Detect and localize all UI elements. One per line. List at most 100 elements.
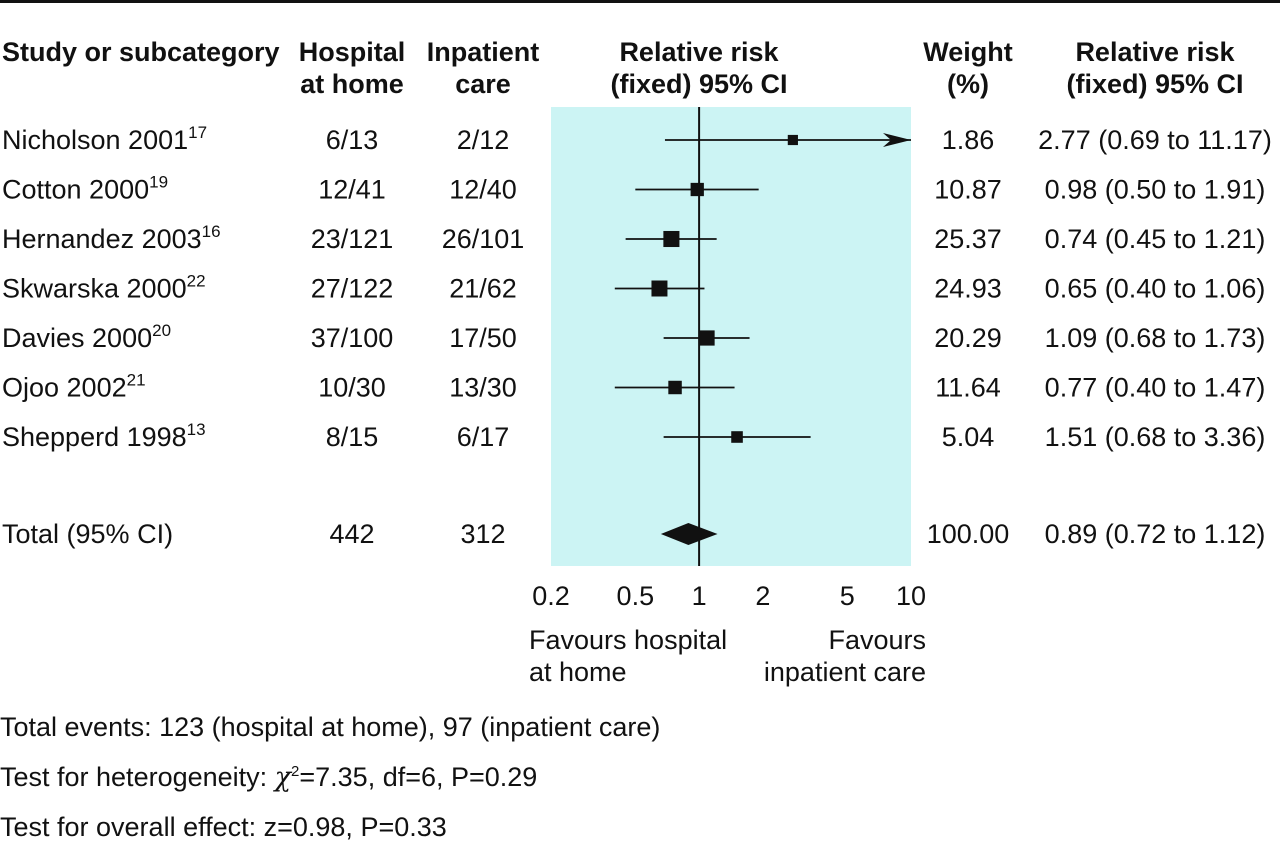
weight-value: 24.93 [934, 274, 1002, 304]
total-label: Total (95% CI) [2, 519, 173, 549]
inpatient-care-events: 13/30 [449, 373, 517, 403]
study-row: Cotton 200019 12/41 12/40 10.87 0.98 (0.50 t… [2, 173, 1265, 205]
weight-value: 1.86 [942, 125, 995, 155]
header-relative-risk-plot-line2: (fixed) 95% CI [610, 69, 787, 99]
study-name-text: Hernandez 2003 [2, 224, 202, 254]
heterogeneity-test-text: Test for heterogeneity: χ2=7.35, df=6, P… [0, 762, 537, 793]
total-events-text: Total events: 123 (hospital at home), 97… [0, 712, 661, 742]
study-row: Shepperd 199813 8/15 6/17 5.04 1.51 (0.68 to… [2, 420, 1265, 452]
total-relative-risk-ci-text: 0.89 (0.72 to 1.12) [1045, 519, 1266, 549]
point-estimate-square [668, 380, 682, 395]
x-tick-label: 0.2 [532, 581, 570, 611]
study-name-text: Cotton 2000 [2, 175, 149, 205]
inpatient-care-events: 26/101 [442, 224, 525, 254]
study-reference-superscript: 22 [187, 272, 206, 291]
study-name-text: Skwarska 2000 [2, 274, 187, 304]
relative-risk-ci-text: 1.09 (0.68 to 1.73) [1045, 323, 1266, 353]
header-inpatient-care-line1: Inpatient [427, 37, 540, 67]
hospital-at-home-events: 8/15 [326, 422, 379, 452]
header-hospital-at-home-line2: at home [300, 69, 404, 99]
favours-right-line2: inpatient care [764, 657, 926, 687]
study-reference-superscript: 19 [149, 173, 168, 192]
inpatient-care-events: 2/12 [457, 125, 510, 155]
header-weight-line2: (%) [947, 69, 989, 99]
weight-value: 10.87 [934, 175, 1002, 205]
heterogeneity-prefix: Test for heterogeneity: [0, 762, 275, 792]
chi-symbol: χ [274, 762, 292, 793]
study-name: Nicholson 200117 [2, 123, 207, 155]
relative-risk-ci-text: 0.65 (0.40 to 1.06) [1045, 274, 1266, 304]
hospital-at-home-events: 10/30 [318, 373, 386, 403]
hospital-at-home-events: 37/100 [311, 323, 394, 353]
relative-risk-ci-text: 1.51 (0.68 to 3.36) [1045, 422, 1266, 452]
relative-risk-ci-text: 0.74 (0.45 to 1.21) [1045, 224, 1266, 254]
header-relative-risk-ci-line1: Relative risk [1075, 37, 1235, 67]
study-name: Davies 200020 [2, 321, 171, 353]
favours-left-line1: Favours hospital [529, 625, 727, 655]
total-row: Total (95% CI) 442 312 100.00 0.89 (0.72 to … [2, 519, 1265, 549]
study-name-text: Davies 2000 [2, 323, 152, 353]
header-relative-risk-plot-line1: Relative risk [619, 37, 779, 67]
hospital-at-home-events: 27/122 [311, 274, 394, 304]
x-tick-label: 0.5 [617, 581, 655, 611]
study-row: Hernandez 200316 23/121 26/101 25.37 0.74 (0… [2, 222, 1265, 254]
study-name: Shepperd 199813 [2, 420, 206, 452]
point-estimate-square [731, 431, 743, 443]
pooled-estimate-diamond [660, 523, 718, 545]
study-name-text: Shepperd 1998 [2, 422, 187, 452]
overall-effect-text: Test for overall effect: z=0.98, P=0.33 [0, 812, 447, 842]
top-rule [0, 0, 1280, 3]
inpatient-care-events: 6/17 [457, 422, 510, 452]
point-estimate-square [651, 280, 668, 297]
relative-risk-ci-text: 2.77 (0.69 to 11.17) [1038, 125, 1272, 155]
header-study: Study or subcategory [2, 37, 280, 67]
x-axis: 0.2 0.5 1 2 5 10 [532, 581, 926, 611]
point-estimate-square [699, 330, 715, 346]
chi-superscript: 2 [291, 763, 300, 780]
header-relative-risk-ci-line2: (fixed) 95% CI [1066, 69, 1243, 99]
study-name: Skwarska 200022 [2, 272, 206, 304]
study-rows: Nicholson 200117 6/13 2/12 1.86 2.77 (0.69 t… [2, 107, 1272, 566]
point-estimate-square [663, 230, 680, 248]
study-row: Skwarska 200022 27/122 21/62 24.93 0.65 (0.4… [2, 272, 1265, 304]
favours-right-line1: Favours [828, 625, 926, 655]
inpatient-care-events: 21/62 [449, 274, 517, 304]
study-reference-superscript: 17 [188, 123, 207, 142]
heterogeneity-values: =7.35, df=6, P=0.29 [299, 762, 538, 792]
study-row: Ojoo 200221 10/30 13/30 11.64 0.77 (0.40 to … [2, 371, 1265, 403]
x-tick-label: 5 [840, 581, 855, 611]
total-inpatient-care: 312 [460, 519, 505, 549]
favours-left-line2: at home [529, 657, 627, 687]
weight-value: 11.64 [935, 373, 1001, 403]
relative-risk-ci-text: 0.77 (0.40 to 1.47) [1045, 373, 1266, 403]
x-tick-label: 10 [896, 581, 926, 611]
header-inpatient-care-line2: care [455, 69, 511, 99]
study-reference-superscript: 20 [152, 321, 171, 340]
study-name-text: Ojoo 2002 [2, 373, 127, 403]
study-row: Nicholson 200117 6/13 2/12 1.86 2.77 (0.69 t… [2, 123, 1272, 155]
study-reference-superscript: 21 [127, 371, 146, 390]
x-tick-label: 1 [692, 581, 707, 611]
weight-value: 20.29 [934, 323, 1002, 353]
study-name-text: Nicholson 2001 [2, 125, 188, 155]
study-reference-superscript: 16 [202, 222, 221, 241]
point-estimate-square [690, 182, 704, 197]
inpatient-care-events: 17/50 [449, 323, 517, 353]
total-weight: 100.00 [927, 519, 1010, 549]
inpatient-care-events: 12/40 [449, 175, 517, 205]
header-weight-line1: Weight [923, 37, 1013, 67]
relative-risk-ci-text: 0.98 (0.50 to 1.91) [1045, 175, 1266, 205]
arrow-right-icon [883, 133, 911, 147]
total-hospital-at-home: 442 [329, 519, 374, 549]
study-name: Ojoo 200221 [2, 371, 146, 403]
study-reference-superscript: 13 [187, 420, 206, 439]
study-row: Davies 200020 37/100 17/50 20.29 1.09 (0.68 … [2, 321, 1265, 353]
hospital-at-home-events: 12/41 [318, 175, 386, 205]
point-estimate-square [787, 134, 798, 146]
study-name: Cotton 200019 [2, 173, 168, 205]
weight-value: 25.37 [934, 224, 1002, 254]
hospital-at-home-events: 6/13 [326, 125, 379, 155]
